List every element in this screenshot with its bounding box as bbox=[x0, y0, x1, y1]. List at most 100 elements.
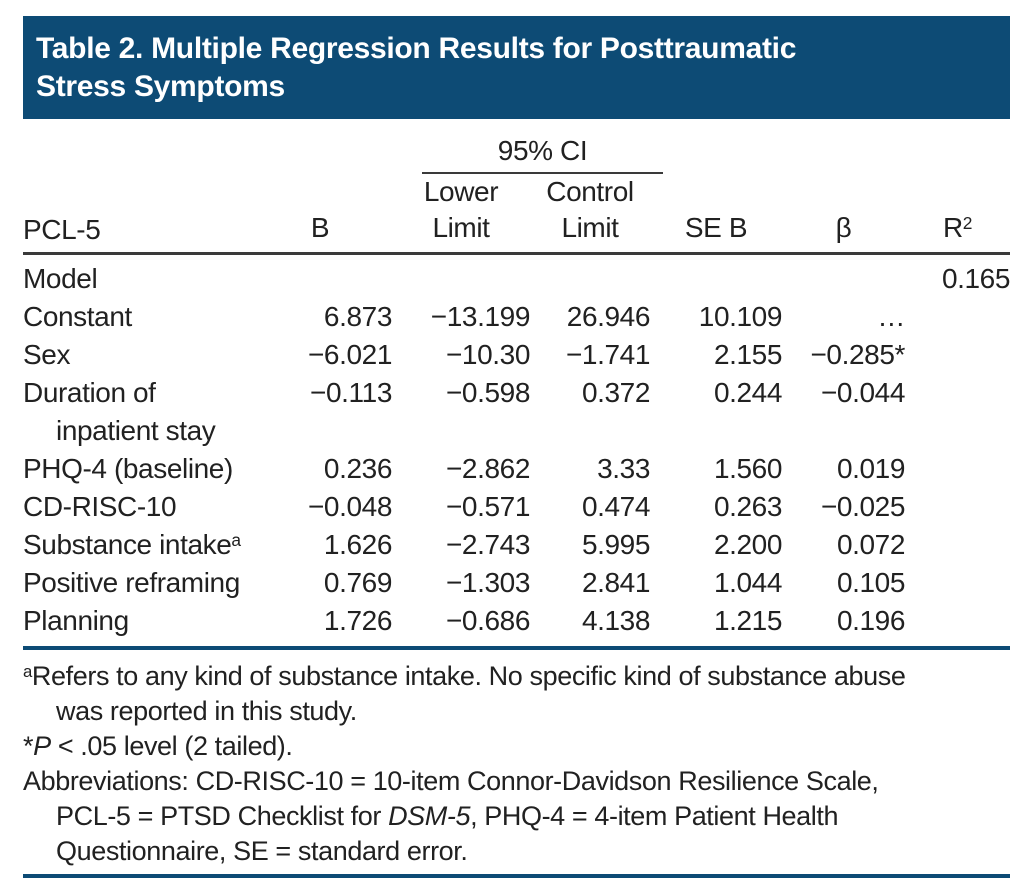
cell-b: 1.626 bbox=[323, 529, 392, 560]
cell-se: 10.109 bbox=[698, 301, 783, 332]
column-header-lower-line1: Lower bbox=[423, 176, 499, 207]
cell-predictor: Positive reframing bbox=[23, 567, 240, 598]
cell-beta: 0.072 bbox=[836, 529, 906, 560]
cell-lower: −1.303 bbox=[445, 567, 530, 598]
cell-control: 3.33 bbox=[597, 453, 651, 484]
cell-b: −6.021 bbox=[307, 339, 392, 370]
cell-b: 0.236 bbox=[323, 453, 392, 484]
footnote-segment: was reported in this study. bbox=[56, 696, 357, 726]
table-row: CD-RISC-10 −0.048 −0.571 0.474 0.263 −0.025 bbox=[23, 488, 1010, 526]
ci-group-spacer bbox=[905, 130, 1010, 174]
column-header-pcl5: PCL-5 bbox=[23, 174, 248, 255]
cell-se: 1.215 bbox=[650, 602, 782, 650]
footnote-segment: * bbox=[23, 731, 34, 761]
cell-control: 0.372 bbox=[581, 377, 651, 408]
cell-lower: −13.199 bbox=[430, 301, 531, 332]
cell-predictor: CD-RISC-10 bbox=[23, 491, 177, 522]
cell-lower: −0.598 bbox=[445, 377, 530, 408]
footnote-line: PCL-5 = PTSD Checklist for DSM-5, PHQ-4 … bbox=[23, 799, 1010, 834]
ci-group-spacer bbox=[650, 130, 782, 174]
cell-se: 0.244 bbox=[713, 377, 783, 408]
cell-control: 5.995 bbox=[581, 529, 651, 560]
column-header-b: B bbox=[248, 174, 392, 255]
cell-predictor: Planning bbox=[23, 602, 248, 650]
table-title-bar: Table 2. Multiple Regression Results for… bbox=[23, 16, 1010, 119]
table-header: 95% CI PCL-5 B Lower Limit Control Li bbox=[23, 130, 1011, 255]
cell-se: 0.263 bbox=[713, 491, 783, 522]
cell-r2 bbox=[905, 488, 1010, 526]
cell-se: 1.044 bbox=[713, 567, 783, 598]
table-title-line-1: Table 2. Multiple Regression Results for… bbox=[36, 31, 797, 65]
column-header-lower-line2: Limit bbox=[432, 212, 490, 243]
table-row: Model 0.165 bbox=[23, 254, 1010, 299]
cell-lower: −0.686 bbox=[392, 602, 530, 650]
cell-r2 bbox=[905, 298, 1010, 336]
footnote-segment: DSM-5 bbox=[388, 801, 471, 831]
footnote-line: Abbreviations: CD-RISC-10 = 10-item Conn… bbox=[23, 764, 1010, 799]
table-row: Sex −6.021 −10.30 −1.741 2.155 −0.285* bbox=[23, 336, 1010, 374]
footnote-segment: Questionnaire, SE = standard error. bbox=[56, 836, 468, 866]
column-header-r2: R2 bbox=[905, 174, 1011, 255]
cell-r2 bbox=[905, 564, 1010, 602]
ci-group-row: 95% CI bbox=[23, 130, 1010, 174]
cell-beta: 0.105 bbox=[836, 567, 906, 598]
cell-r2 bbox=[905, 602, 1011, 650]
cell-lower: −2.862 bbox=[445, 453, 530, 484]
ci-group-label: 95% CI bbox=[422, 135, 664, 174]
cell-r2 bbox=[905, 526, 1010, 564]
cell-beta: 0.019 bbox=[836, 453, 906, 484]
cell-se: 2.200 bbox=[713, 529, 783, 560]
cell-beta: −0.285* bbox=[810, 339, 906, 370]
column-header-control-line1: Control bbox=[546, 176, 634, 207]
footnotes: aRefers to any kind of substance intake.… bbox=[23, 659, 1010, 869]
cell-predictor: Sex bbox=[23, 339, 71, 370]
regression-table: 95% CI PCL-5 B Lower Limit Control Li bbox=[23, 130, 1010, 650]
cell-b: −0.048 bbox=[307, 491, 392, 522]
footnote-segment: PCL-5 = PTSD Checklist for bbox=[56, 801, 389, 831]
column-header-beta: β bbox=[782, 174, 906, 255]
cell-r2: 0.165 bbox=[941, 263, 1011, 294]
cell-lower bbox=[392, 254, 530, 299]
footnote-line: was reported in this study. bbox=[23, 694, 1010, 729]
cell-predictor: Duration of inpatient stay bbox=[23, 377, 216, 446]
cell-r2 bbox=[905, 374, 1010, 450]
cell-lower: −0.571 bbox=[445, 491, 530, 522]
table-row: Duration of inpatient stay −0.113 −0.598 0.3… bbox=[23, 374, 1010, 450]
ci-group-spacer bbox=[782, 130, 905, 174]
table-body: Model 0.165 Constant 6.873 −13.199 26.946 10.1… bbox=[23, 254, 1011, 650]
cell-predictor: Constant bbox=[23, 301, 132, 332]
table-row: Positive reframing 0.769 −1.303 2.841 1.044 0… bbox=[23, 564, 1010, 602]
cell-control: 0.474 bbox=[581, 491, 651, 522]
cell-se: 2.155 bbox=[713, 339, 783, 370]
cell-beta: … bbox=[877, 301, 906, 332]
footnote-line: *P < .05 level (2 tailed). bbox=[23, 729, 1010, 764]
cell-beta bbox=[782, 254, 905, 299]
footnote-line: aRefers to any kind of substance intake.… bbox=[23, 659, 1010, 694]
cell-beta: −0.025 bbox=[820, 491, 906, 522]
ci-group-cell: 95% CI bbox=[392, 130, 664, 174]
cell-r2 bbox=[905, 336, 1010, 374]
cell-control: 4.138 bbox=[530, 602, 650, 650]
r2-superscript: 2 bbox=[962, 213, 973, 234]
cell-control bbox=[530, 254, 650, 299]
cell-b: 1.726 bbox=[248, 602, 392, 650]
footnote-segment: a bbox=[23, 662, 32, 682]
cell-control: −1.741 bbox=[565, 339, 651, 370]
table-row: Substance intakea 1.626 −2.743 5.995 2.200 0.… bbox=[23, 526, 1010, 564]
cell-beta: −0.044 bbox=[820, 377, 906, 408]
ci-group-spacer bbox=[23, 130, 392, 174]
cell-control: 2.841 bbox=[581, 567, 651, 598]
cell-b: −0.113 bbox=[310, 377, 392, 408]
column-header-lower-limit: Lower Limit bbox=[392, 174, 530, 255]
cell-se: 1.560 bbox=[713, 453, 783, 484]
cell-control: 26.946 bbox=[566, 301, 651, 332]
table-row: Constant 6.873 −13.199 26.946 10.109… bbox=[23, 298, 1010, 336]
column-header-row: PCL-5 B Lower Limit Control Limit SE B β… bbox=[23, 174, 1011, 255]
table-row: PHQ-4 (baseline) 0.236 −2.862 3.33 1.560 0.01… bbox=[23, 450, 1010, 488]
cell-b bbox=[248, 254, 392, 299]
bottom-rule bbox=[23, 874, 1010, 878]
cell-lower: −10.30 bbox=[445, 339, 530, 370]
footnote-segment: < .05 level (2 tailed). bbox=[50, 731, 293, 761]
footnote-segment: Abbreviations: CD-RISC-10 = 10-item Conn… bbox=[23, 766, 879, 796]
